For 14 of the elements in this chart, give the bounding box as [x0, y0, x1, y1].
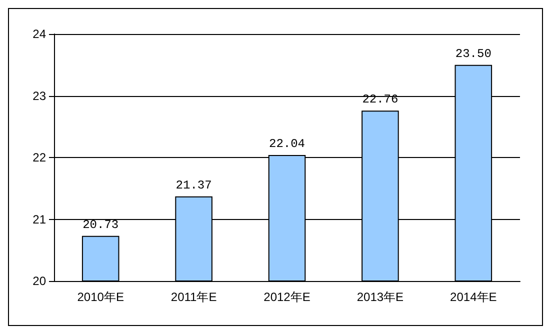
x-tick-label: 2013年E	[356, 290, 404, 304]
data-label: 22.04	[268, 137, 306, 152]
x-tick-label: 2014年E	[450, 290, 497, 304]
y-tick-label: 23	[32, 88, 46, 103]
y-tick-label: 20	[32, 274, 46, 288]
y-tick-label: 22	[32, 150, 46, 164]
x-tick-label: 2012年E	[264, 290, 310, 304]
data-label: 21.37	[176, 178, 212, 192]
y-tick-label: 24	[32, 27, 46, 41]
x-tick-label: 2011年E	[170, 290, 217, 304]
data-label: 20.73	[82, 218, 119, 232]
data-label: 23.50	[455, 46, 492, 61]
y-tick-label: 21	[32, 212, 46, 226]
x-tick-label: 2010年E	[77, 290, 124, 304]
